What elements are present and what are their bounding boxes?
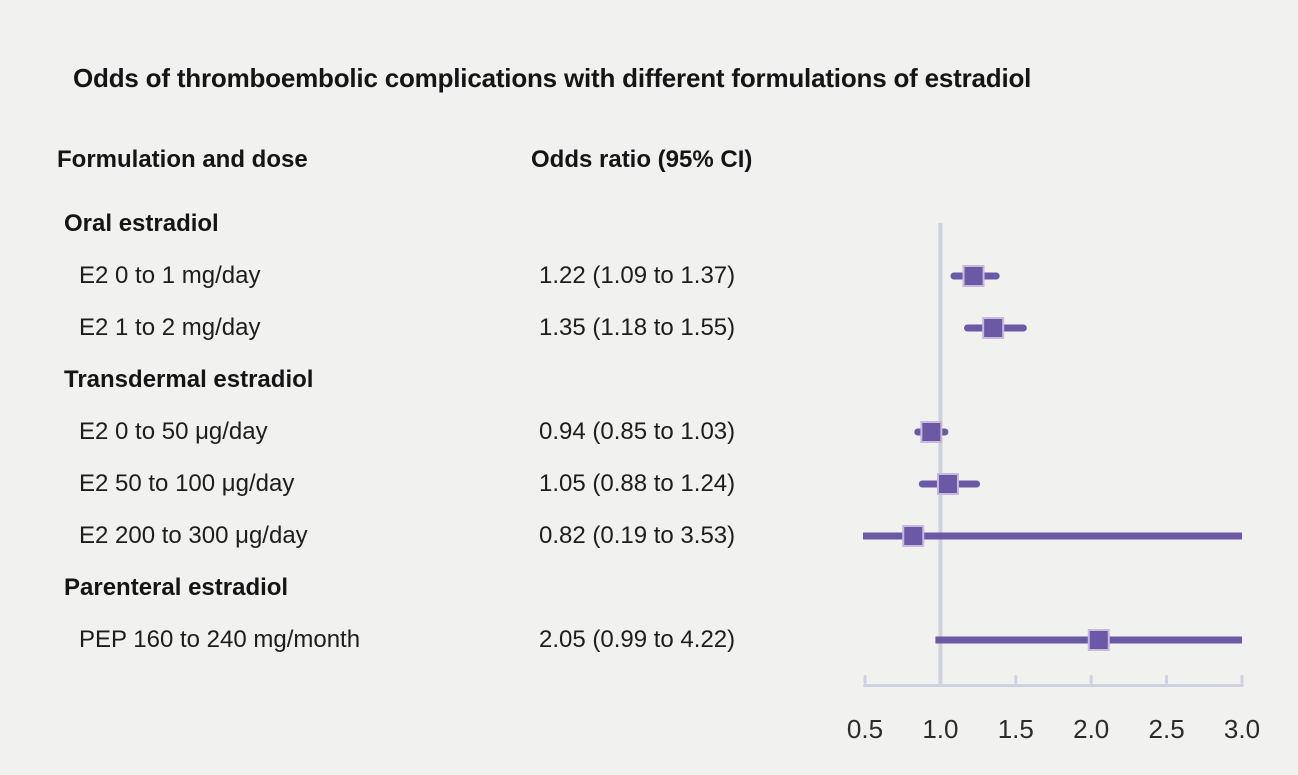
x-axis-tick-label: 0.5	[847, 714, 883, 744]
x-axis-tick	[1089, 675, 1093, 684]
point-estimate-marker	[962, 265, 985, 287]
x-axis-tick	[938, 675, 942, 684]
column-header-formulation: Formulation and dose	[57, 146, 308, 173]
row-odds-ratio-value: 0.94 (0.85 to 1.03)	[539, 418, 736, 445]
row-odds-ratio-value: 1.35 (1.18 to 1.55)	[539, 314, 736, 341]
row-label: E2 50 to 100 μg/day	[79, 470, 295, 497]
item-row: E2 1 to 2 mg/day 1.35 (1.18 to 1.55)	[0, 302, 860, 354]
reference-line	[938, 223, 943, 687]
point-estimate-marker	[902, 525, 925, 547]
row-label: E2 0 to 50 μg/day	[79, 418, 268, 445]
x-axis-tick-label: 1.5	[998, 714, 1034, 744]
x-axis-line	[863, 684, 1244, 687]
point-estimate-marker	[1087, 629, 1110, 651]
x-axis-tick-label: 2.5	[1149, 714, 1185, 744]
row-odds-ratio-value: 1.05 (0.88 to 1.24)	[539, 470, 736, 497]
item-row: E2 50 to 100 μg/day 1.05 (0.88 to 1.24)	[0, 458, 860, 510]
row-label: E2 200 to 300 μg/day	[79, 522, 308, 549]
x-axis-tick-label: 1.0	[922, 714, 958, 744]
group-row: Oral estradiol	[0, 198, 860, 250]
item-row: E2 0 to 50 μg/day 0.94 (0.85 to 1.03)	[0, 406, 860, 458]
item-row: E2 200 to 300 μg/day 0.82 (0.19 to 3.53)	[0, 510, 860, 562]
point-estimate-marker	[920, 421, 943, 443]
x-axis-tick	[863, 675, 867, 684]
column-headers: Formulation and dose Odds ratio (95% CI)	[0, 146, 1298, 176]
row-label: Transdermal estradiol	[64, 366, 314, 393]
row-odds-ratio-value: 1.22 (1.09 to 1.37)	[539, 262, 736, 289]
row-label: Oral estradiol	[64, 210, 219, 237]
x-axis-tick	[1240, 675, 1244, 684]
item-row: E2 0 to 1 mg/day 1.22 (1.09 to 1.37)	[0, 250, 860, 302]
group-row: Transdermal estradiol	[0, 354, 860, 406]
x-axis-tick-label: 2.0	[1073, 714, 1109, 744]
row-odds-ratio-value: 0.82 (0.19 to 3.53)	[539, 522, 736, 549]
confidence-interval-line	[863, 532, 1242, 540]
x-axis-tick	[1014, 675, 1018, 684]
x-axis-tick-label: 3.0	[1224, 714, 1260, 744]
item-row: PEP 160 to 240 mg/month 2.05 (0.99 to 4.2…	[0, 614, 860, 666]
row-label: E2 1 to 2 mg/day	[79, 314, 261, 341]
row-label: PEP 160 to 240 mg/month	[79, 626, 361, 653]
point-estimate-marker	[936, 473, 959, 495]
point-estimate-marker	[982, 317, 1005, 339]
group-row: Parenteral estradiol	[0, 562, 860, 614]
row-odds-ratio-value: 2.05 (0.99 to 4.22)	[539, 626, 736, 653]
chart-title: Odds of thromboembolic complications wit…	[73, 63, 1032, 93]
column-header-odds-ratio: Odds ratio (95% CI)	[531, 146, 753, 173]
row-label: E2 0 to 1 mg/day	[79, 262, 261, 289]
row-label: Parenteral estradiol	[64, 574, 289, 601]
x-axis-tick	[1165, 675, 1169, 684]
